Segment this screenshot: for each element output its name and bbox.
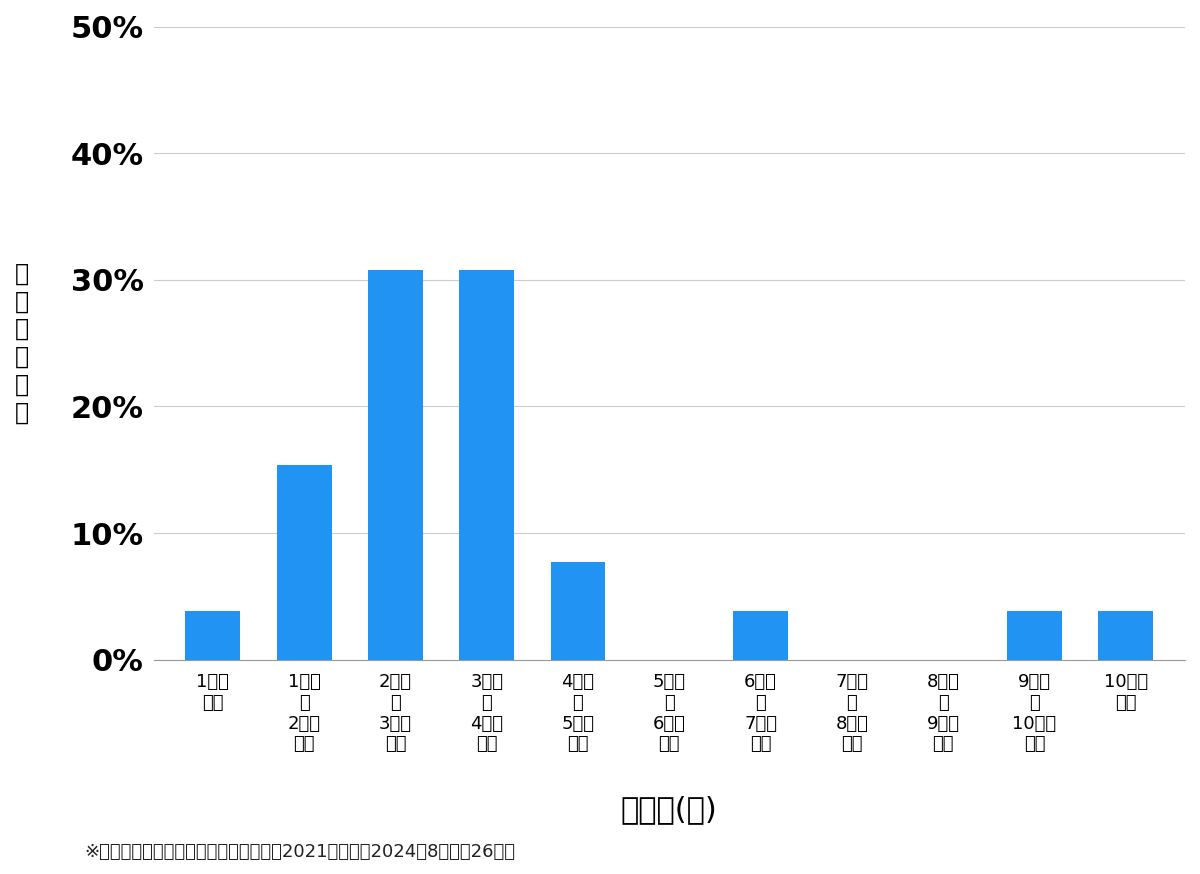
Bar [460, 270, 514, 660]
Y-axis label: 価
格
帯
の
割
合: 価 格 帯 の 割 合 [14, 261, 29, 425]
Bar [733, 611, 788, 660]
X-axis label: 価格帯(円): 価格帯(円) [620, 795, 718, 824]
Bar [1098, 611, 1153, 660]
Bar [277, 465, 331, 660]
Bar [551, 562, 605, 660]
Bar [368, 270, 422, 660]
Bar [186, 611, 240, 660]
Text: ※弊社受付の案件を対象に集計（期間：2021年１月〜2024年8月、計26件）: ※弊社受付の案件を対象に集計（期間：2021年１月〜2024年8月、計26件） [84, 843, 515, 861]
Bar [1007, 611, 1062, 660]
